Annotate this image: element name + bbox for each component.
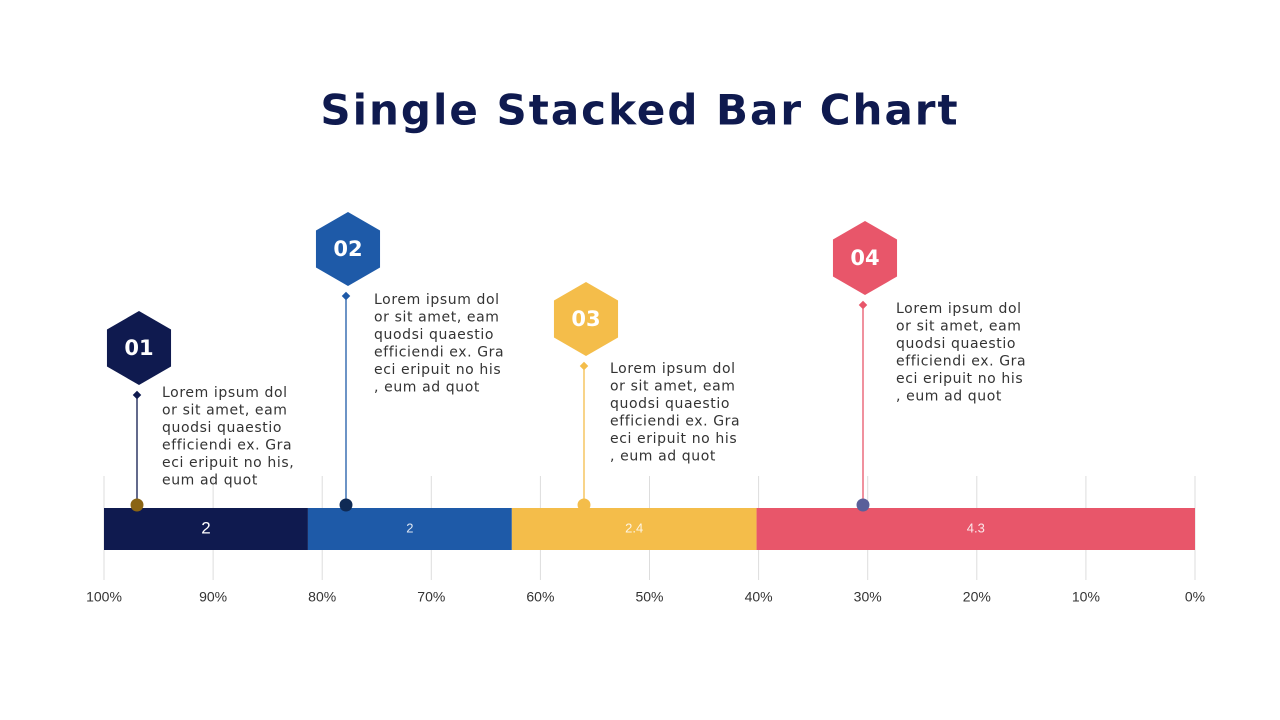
description: eci eripuit no his, (162, 455, 294, 471)
description: or sit amet, eam (162, 403, 288, 419)
pin-diamond (132, 390, 142, 400)
x-tick-label: 100% (86, 589, 122, 605)
bar-segment (104, 508, 308, 550)
x-tick-label: 40% (745, 589, 773, 605)
x-tick-label: 60% (526, 589, 554, 605)
description: efficiendi ex. Gra (374, 345, 504, 361)
description: or sit amet, eam (610, 379, 736, 395)
pin-diamond (579, 361, 589, 371)
x-tick-label: 50% (635, 589, 663, 605)
pin-dot (856, 498, 870, 512)
hexagon (106, 311, 172, 385)
description: quodsi quaestio (374, 327, 494, 343)
bar-segment (756, 508, 1195, 550)
description: efficiendi ex. Gra (610, 414, 740, 430)
description: quodsi quaestio (896, 336, 1016, 352)
chart-title: Single Stacked Bar Chart (320, 86, 959, 135)
x-tick-label: 10% (1072, 589, 1100, 605)
value-label: 2 (201, 518, 210, 537)
description: efficiendi ex. Gra (162, 438, 292, 454)
description: Lorem ipsum dol (162, 385, 288, 401)
hexagon (832, 221, 898, 295)
description: or sit amet, eam (374, 310, 500, 326)
description: eum ad quot (162, 473, 258, 489)
legend-label: 02 (333, 237, 362, 261)
value-label: 2 (406, 520, 413, 535)
pin-dot (577, 498, 591, 512)
description: Lorem ipsum dol (610, 361, 736, 377)
pin-diamond (341, 291, 351, 301)
legend-label: 04 (850, 246, 879, 270)
x-tick-label: 30% (854, 589, 882, 605)
pin-diamond (858, 300, 868, 310)
hexagon (315, 212, 381, 286)
description: quodsi quaestio (610, 396, 730, 412)
description: or sit amet, eam (896, 319, 1022, 335)
x-tick-label: 90% (199, 589, 227, 605)
bar-segment (511, 508, 757, 550)
description: efficiendi ex. Gra (896, 354, 1026, 370)
x-tick-label: 70% (417, 589, 445, 605)
legend-label: 03 (571, 307, 600, 331)
value-label: 2.4 (625, 520, 643, 535)
description: eci eripuit no his (610, 431, 737, 447)
hexagon (553, 282, 619, 356)
description: eci eripuit no his (896, 371, 1023, 387)
description: Lorem ipsum dol (896, 301, 1022, 317)
x-tick-label: 0% (1185, 589, 1205, 605)
description: , eum ad quot (610, 449, 716, 465)
legend-label: 01 (124, 336, 153, 360)
description: , eum ad quot (896, 389, 1002, 405)
description: Lorem ipsum dol (374, 292, 500, 308)
value-label: 4.3 (967, 520, 985, 535)
description: quodsi quaestio (162, 420, 282, 436)
bar-segment (307, 508, 512, 550)
x-tick-label: 20% (963, 589, 991, 605)
pin-dot (130, 498, 144, 512)
description: eci eripuit no his (374, 362, 501, 378)
x-tick-label: 80% (308, 589, 336, 605)
description: , eum ad quot (374, 380, 480, 396)
pin-dot (339, 498, 353, 512)
